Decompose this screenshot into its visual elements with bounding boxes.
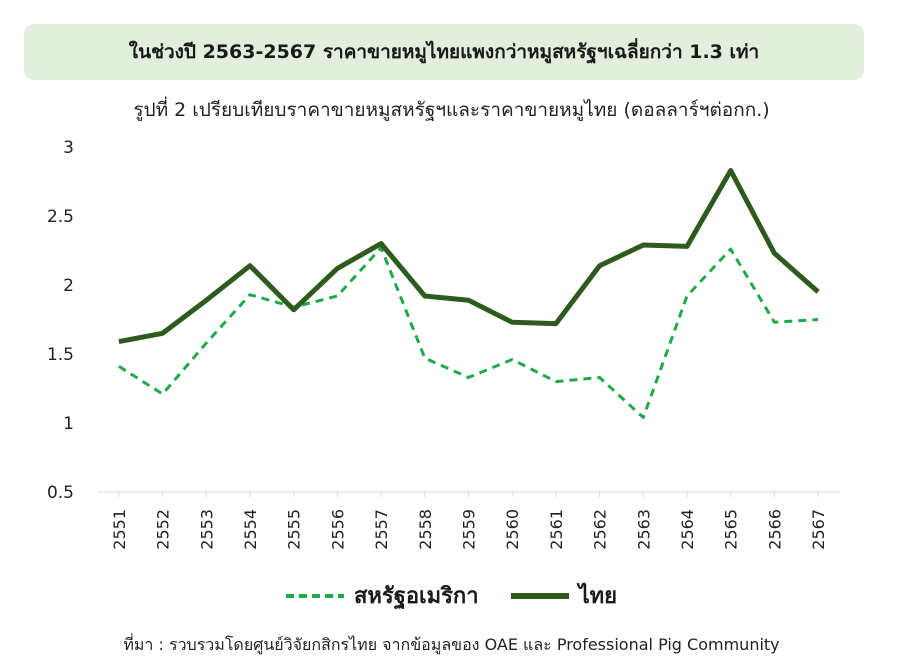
x-tick-label: 2556: [328, 509, 347, 550]
y-tick-label: 2.5: [47, 207, 74, 227]
x-tick-label: 2558: [416, 509, 435, 550]
y-tick-label: 1.5: [47, 345, 74, 365]
x-tick-label: 2555: [285, 509, 304, 550]
source-note: ที่มา : รวบรวมโดยศูนย์วิจัยกสิกรไทย จากข…: [123, 635, 780, 654]
chart-title: รูปที่ 2 เปรียบเทียบราคาขายหมูสหรัฐฯและร…: [133, 99, 770, 121]
x-tick-label: 2563: [634, 509, 653, 550]
series-line-usa: [118, 246, 819, 419]
y-tick-label: 0.5: [47, 483, 74, 503]
chart-legend: สหรัฐอเมริกา ไทย: [0, 578, 903, 613]
legend-item-thailand: ไทย: [510, 578, 618, 613]
series-line-thailand: [118, 168, 820, 345]
x-tick-label: 2552: [154, 509, 173, 550]
x-tick-label: 2553: [197, 509, 216, 550]
y-tick-label: 3: [63, 138, 74, 158]
x-tick-label: 2557: [372, 509, 391, 550]
x-tick-label: 2554: [241, 509, 260, 550]
headline-text: ในช่วงปี 2563-2567 ราคาขายหมูไทยแพงกว่าห…: [128, 41, 760, 63]
x-tick-label: 2559: [460, 509, 479, 550]
x-tick-label: 2564: [678, 509, 697, 550]
legend-label-usa: สหรัฐอเมริกา: [353, 584, 479, 609]
x-tick-label: 2566: [765, 509, 784, 550]
legend-item-usa: สหรัฐอเมริกา: [285, 578, 479, 613]
line-chart: 0.5 1 1.5 2 2.5 3 2551 2552 2553 2554 2555 2556 2557…: [47, 138, 840, 550]
headline-banner: ในช่วงปี 2563-2567 ราคาขายหมูไทยแพงกว่าห…: [24, 24, 864, 80]
y-tick-label: 2: [63, 276, 74, 296]
x-tick-label: 2551: [110, 509, 129, 550]
x-tick-label: 2565: [722, 509, 741, 550]
legend-swatch-usa: [285, 593, 344, 598]
x-tick-label: 2567: [809, 509, 828, 550]
x-tick-label: 2560: [503, 509, 522, 550]
legend-swatch-thailand: [510, 592, 569, 599]
legend-label-thailand: ไทย: [578, 584, 618, 609]
y-tick-label: 1: [63, 414, 74, 434]
x-tick-label: 2562: [591, 509, 610, 550]
x-tick-label: 2561: [547, 509, 566, 550]
